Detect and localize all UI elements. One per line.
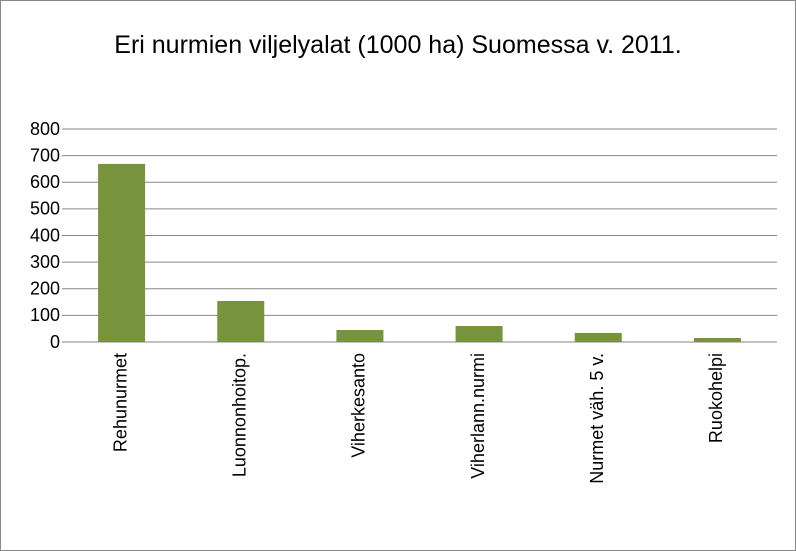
y-tick-label: 800 xyxy=(30,119,60,139)
y-tick-label: 200 xyxy=(30,279,60,299)
y-tick-label: 100 xyxy=(30,305,60,325)
bar xyxy=(455,326,503,342)
bar xyxy=(336,330,384,342)
chart-title: Eri nurmien viljelyalat (1000 ha) Suomes… xyxy=(114,31,682,59)
x-tick-label: Viherkesanto xyxy=(349,353,369,458)
y-tick-label: 300 xyxy=(30,252,60,272)
x-tick-label: Nurmet väh. 5 v. xyxy=(587,353,607,484)
x-tick-label: Viherlann.nurmi xyxy=(468,353,488,479)
x-tick-label: Ruokohelpi xyxy=(706,353,726,443)
bar xyxy=(217,300,265,342)
y-tick-label: 400 xyxy=(30,225,60,245)
y-tick-label: 700 xyxy=(30,145,60,165)
x-tick-label: Luonnonhoitop. xyxy=(230,353,250,477)
y-tick-label: 600 xyxy=(30,172,60,192)
bar xyxy=(693,338,741,342)
bar xyxy=(574,332,622,342)
bar xyxy=(98,163,146,342)
y-tick-label: 500 xyxy=(30,199,60,219)
y-tick-label: 0 xyxy=(50,332,60,352)
x-tick-label: Rehunurmet xyxy=(110,353,130,452)
